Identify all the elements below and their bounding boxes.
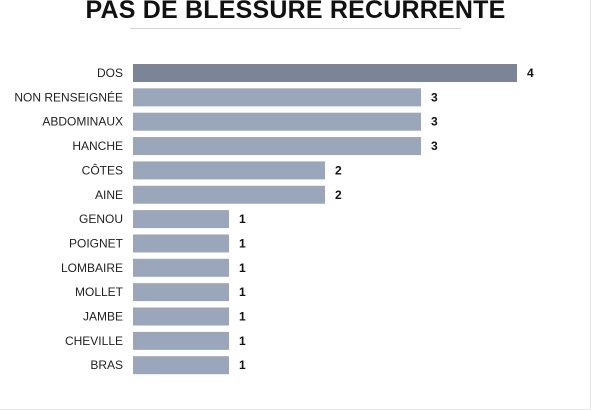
category-label-10: JAMBE (83, 310, 123, 324)
bar-12 (133, 356, 229, 375)
title-divider (130, 28, 461, 29)
bar-8 (133, 258, 229, 277)
category-label-8: LOMBAIRE (61, 261, 123, 275)
bar-11 (133, 331, 229, 350)
category-label-0: DOS (97, 66, 123, 80)
value-label-8: 1 (239, 261, 246, 275)
category-label-2: ABDOMINAUX (42, 115, 123, 129)
value-label-10: 1 (239, 310, 246, 324)
bar-4 (133, 161, 325, 180)
category-label-5: AINE (95, 188, 123, 202)
category-label-1: NON RENSEIGNÉE (14, 89, 123, 104)
value-label-6: 1 (239, 212, 246, 226)
value-label-0: 4 (527, 66, 534, 80)
value-label-12: 1 (239, 358, 246, 372)
bar-6 (133, 210, 229, 229)
value-label-4: 2 (335, 163, 342, 177)
category-label-3: HANCHE (72, 139, 123, 153)
value-label-3: 3 (431, 139, 438, 153)
bar-10 (133, 307, 229, 326)
value-label-11: 1 (239, 334, 246, 348)
category-label-11: CHEVILLE (65, 334, 123, 348)
category-label-4: CÔTES (82, 162, 123, 177)
value-label-5: 2 (335, 188, 342, 202)
bar-3 (133, 137, 421, 156)
category-label-6: GENOU (79, 212, 123, 226)
value-label-7: 1 (239, 236, 246, 250)
value-label-9: 1 (239, 285, 246, 299)
category-label-7: POIGNET (69, 236, 124, 250)
chart-title: PAS DE BLESSURE RÉCURRENTE (85, 0, 506, 24)
bar-1 (133, 88, 421, 107)
bar-9 (133, 283, 229, 302)
bar-5 (133, 185, 325, 204)
category-label-12: BRAS (90, 358, 123, 372)
bar-2 (133, 112, 421, 131)
value-label-2: 3 (431, 115, 438, 129)
value-label-1: 3 (431, 90, 438, 104)
bar-0 (133, 64, 517, 82)
bar-7 (133, 234, 229, 253)
category-label-9: MOLLET (75, 285, 124, 299)
